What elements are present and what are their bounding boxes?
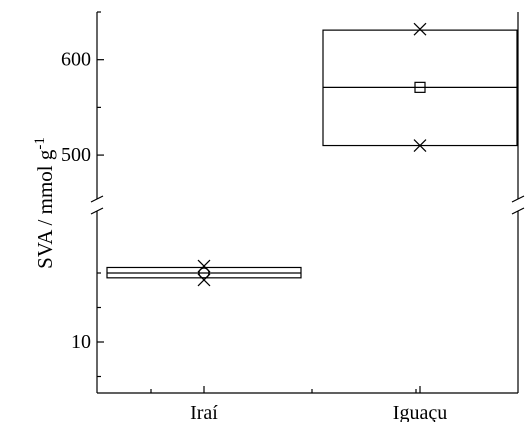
axis-break-mark	[90, 195, 104, 203]
tick-labels: 500 600 10 Iraí Iguaçu	[61, 49, 447, 422]
x-tick-label: Iraí	[190, 402, 218, 422]
axis-break-mark	[511, 207, 525, 215]
y-axis-label-superscript: -1	[32, 137, 48, 150]
axes	[90, 11, 525, 394]
y-tick-label: 600	[61, 49, 91, 71]
y-tick-label: 500	[61, 144, 91, 166]
axis-break-mark	[511, 195, 525, 203]
axis-break-mark	[90, 207, 104, 215]
extreme-marker	[197, 273, 211, 287]
y-tick-label: 10	[71, 331, 91, 353]
y-axis-label-text: SVA / mmol g	[33, 149, 57, 269]
extreme-marker	[413, 139, 427, 152]
extreme-marker	[197, 259, 211, 273]
plot-marks	[106, 22, 518, 287]
y-axis-label: SVA / mmol g-1	[32, 137, 57, 269]
mean-marker	[198, 267, 210, 279]
x-tick-label: Iguaçu	[393, 402, 447, 422]
mean-marker	[414, 81, 426, 93]
extreme-marker	[413, 22, 427, 36]
